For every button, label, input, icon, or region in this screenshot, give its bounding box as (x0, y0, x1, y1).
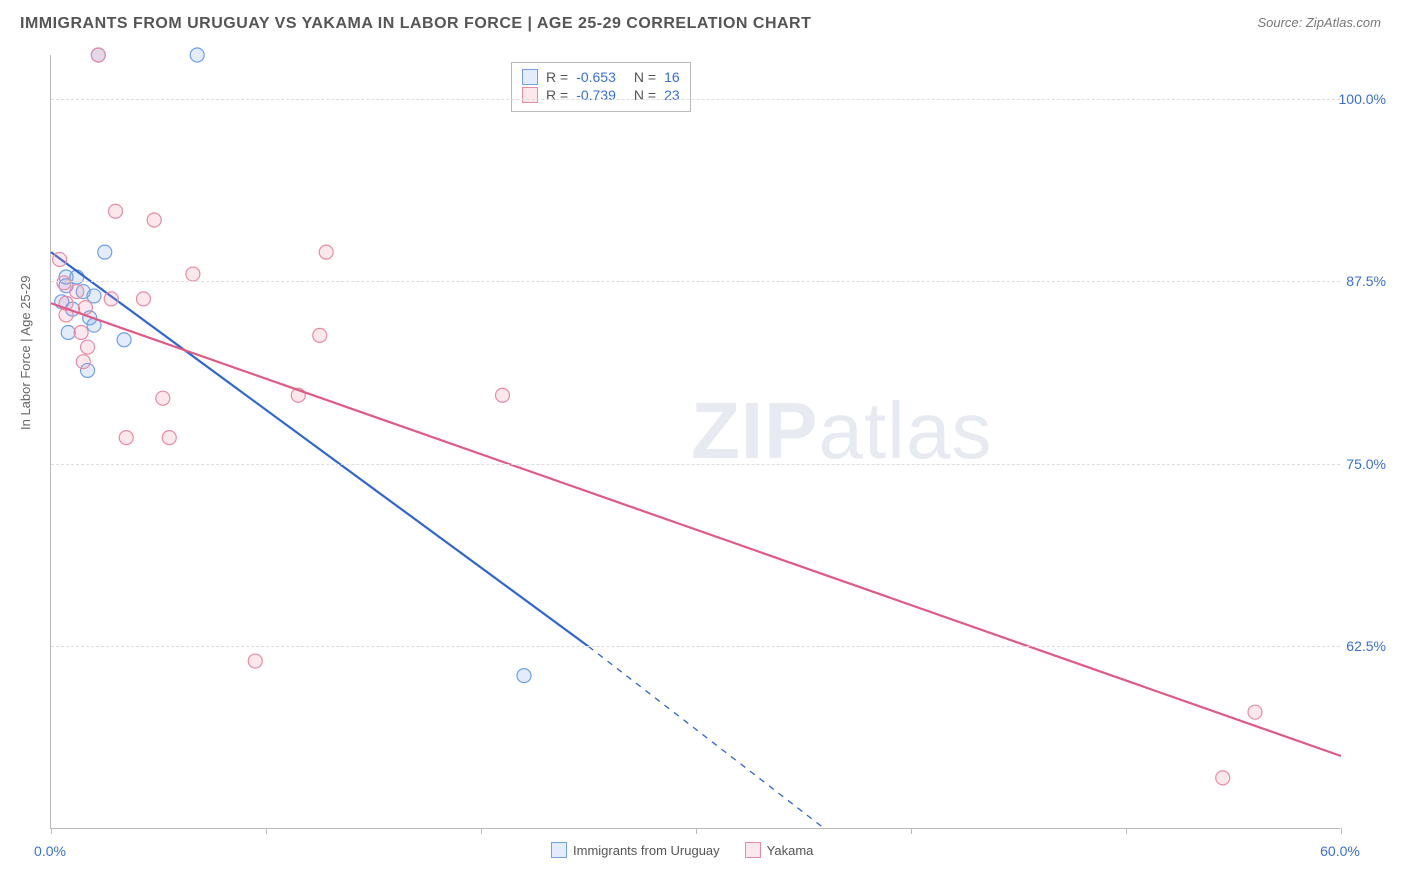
corr-swatch-yakama (522, 87, 538, 103)
corr-r-label: R = (546, 69, 568, 85)
scatter-point-yakama (1216, 771, 1230, 785)
scatter-point-yakama (162, 431, 176, 445)
y-tick-label: 75.0% (1346, 456, 1386, 472)
trend-line-yakama (51, 303, 1341, 756)
corr-n-label: N = (634, 69, 656, 85)
gridline (51, 464, 1340, 465)
scatter-point-yakama (313, 328, 327, 342)
scatter-point-yakama (248, 654, 262, 668)
plot-area: ZIPatlas R = -0.653N = 16R = -0.739N = 2… (50, 55, 1340, 829)
y-tick-label: 87.5% (1346, 273, 1386, 289)
scatter-point-yakama (186, 267, 200, 281)
corr-n-value-yakama: 23 (664, 87, 680, 103)
source-label: Source: (1257, 15, 1305, 30)
legend-swatch-uruguay (551, 842, 567, 858)
scatter-point-uruguay (190, 48, 204, 62)
legend-label-yakama: Yakama (767, 843, 814, 858)
scatter-point-yakama (119, 431, 133, 445)
scatter-point-uruguay (87, 289, 101, 303)
scatter-point-yakama (319, 245, 333, 259)
scatter-point-yakama (147, 213, 161, 227)
scatter-point-uruguay (61, 325, 75, 339)
x-tick-mark (911, 828, 912, 834)
corr-r-value-yakama: -0.739 (576, 87, 616, 103)
scatter-point-yakama (53, 252, 67, 266)
x-tick-mark (696, 828, 697, 834)
scatter-point-uruguay (98, 245, 112, 259)
legend-item-uruguay: Immigrants from Uruguay (551, 842, 720, 858)
x-tick-label: 60.0% (1320, 843, 1360, 859)
x-tick-label: 0.0% (34, 843, 66, 859)
scatter-point-yakama (91, 48, 105, 62)
scatter-point-uruguay (117, 333, 131, 347)
legend-swatch-yakama (745, 842, 761, 858)
y-tick-label: 100.0% (1339, 91, 1386, 107)
source-attribution: Source: ZipAtlas.com (1257, 15, 1381, 30)
source-name: ZipAtlas.com (1306, 15, 1381, 30)
scatter-point-yakama (81, 340, 95, 354)
corr-row-yakama: R = -0.739 N = 23 (522, 87, 680, 103)
correlation-legend: R = -0.653 N = 16 R = -0.739 N = 23 (511, 62, 691, 112)
scatter-point-yakama (104, 292, 118, 306)
trend-line-uruguay (51, 252, 589, 646)
corr-r-label: R = (546, 87, 568, 103)
corr-swatch-uruguay (522, 69, 538, 85)
corr-n-value-uruguay: 16 (664, 69, 680, 85)
scatter-point-yakama (1248, 705, 1262, 719)
x-tick-mark (51, 828, 52, 834)
y-tick-label: 62.5% (1346, 638, 1386, 654)
scatter-point-yakama (109, 204, 123, 218)
x-tick-mark (481, 828, 482, 834)
x-tick-mark (1126, 828, 1127, 834)
scatter-point-yakama (76, 355, 90, 369)
gridline (51, 281, 1340, 282)
corr-n-label: N = (634, 87, 656, 103)
x-tick-mark (266, 828, 267, 834)
legend-label-uruguay: Immigrants from Uruguay (573, 843, 720, 858)
scatter-point-yakama (496, 388, 510, 402)
legend-item-yakama: Yakama (745, 842, 814, 858)
scatter-point-yakama (70, 285, 84, 299)
corr-row-uruguay: R = -0.653 N = 16 (522, 69, 680, 85)
y-axis-label: In Labor Force | Age 25-29 (18, 276, 33, 430)
scatter-point-yakama (136, 292, 150, 306)
gridline (51, 646, 1340, 647)
chart-svg (51, 55, 1341, 829)
scatter-point-uruguay (517, 669, 531, 683)
trend-line-dashed-uruguay (589, 646, 826, 829)
scatter-point-yakama (156, 391, 170, 405)
x-tick-mark (1341, 828, 1342, 834)
scatter-point-yakama (57, 276, 71, 290)
corr-r-value-uruguay: -0.653 (576, 69, 616, 85)
gridline (51, 99, 1340, 100)
chart-title: IMMIGRANTS FROM URUGUAY VS YAKAMA IN LAB… (20, 15, 811, 33)
series-legend: Immigrants from Uruguay Yakama (551, 842, 813, 858)
scatter-point-yakama (74, 325, 88, 339)
